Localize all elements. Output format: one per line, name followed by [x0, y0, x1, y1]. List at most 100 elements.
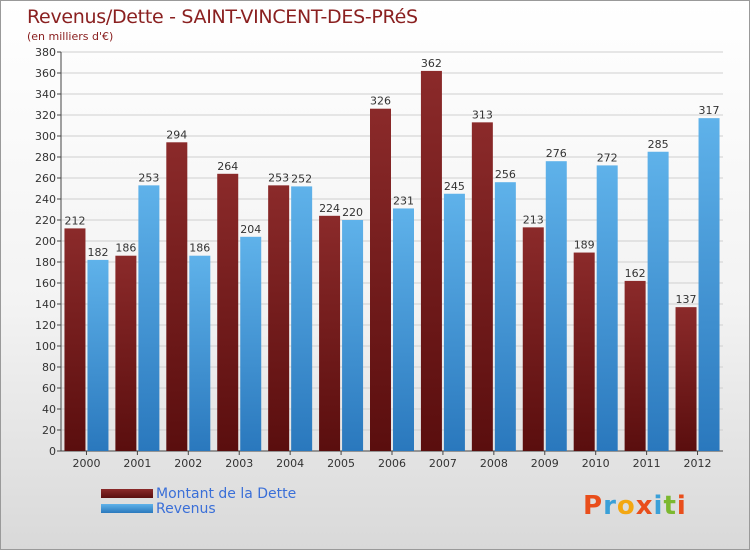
revenue-bar — [342, 220, 364, 451]
revenue-bar — [87, 259, 109, 451]
y-tick-label: 160 — [35, 277, 56, 290]
revenue-bar — [138, 185, 160, 451]
logo-letter: o — [616, 491, 636, 521]
debt-bar-value-label: 264 — [217, 160, 238, 173]
revenue-bar-value-label: 253 — [138, 171, 159, 184]
debt-bar-value-label: 362 — [421, 57, 442, 70]
revenue-bar — [240, 236, 262, 451]
y-tick-label: 240 — [35, 193, 56, 206]
revenue-bar-value-label: 317 — [699, 104, 720, 117]
legend-debt-label: Montant de la Dette — [156, 486, 297, 502]
revenue-bar — [494, 182, 516, 451]
revenue-bar-value-label: 272 — [597, 151, 618, 164]
x-tick-label: 2010 — [582, 457, 610, 470]
logo-letter: t — [663, 491, 677, 521]
revenue-bar — [189, 255, 211, 451]
chart-title: Revenus/Dette - SAINT-VINCENT-DES-PRéS — [27, 6, 418, 28]
y-tick-label: 300 — [35, 130, 56, 143]
debt-bar — [217, 173, 239, 452]
revenue-bar-value-label: 252 — [291, 172, 312, 185]
debt-bar-value-label: 213 — [523, 213, 544, 226]
debt-bar — [166, 142, 188, 452]
revenue-bar — [698, 118, 720, 452]
x-tick-label: 2003 — [225, 457, 253, 470]
x-tick-label: 2005 — [327, 457, 355, 470]
debt-bar — [522, 227, 544, 451]
debt-bar — [370, 108, 391, 451]
debt-bar-value-label: 137 — [676, 293, 697, 306]
debt-bar-value-label: 212 — [64, 214, 85, 227]
y-tick-label: 100 — [35, 340, 56, 353]
debt-bar-value-label: 186 — [115, 242, 136, 255]
x-tick-label: 2012 — [684, 457, 712, 470]
revenue-bar — [596, 165, 618, 451]
debt-bar — [624, 280, 646, 451]
debt-bar — [115, 255, 137, 451]
debt-bar-value-label: 224 — [319, 202, 340, 215]
debt-bar — [471, 122, 493, 451]
y-tick-label: 320 — [35, 109, 56, 122]
x-tick-label: 2000 — [72, 457, 100, 470]
legend-debt-swatch — [101, 489, 153, 498]
debt-bar-value-label: 294 — [166, 128, 187, 141]
revenue-bar-value-label: 256 — [495, 168, 516, 181]
debt-bar-value-label: 326 — [370, 95, 391, 108]
x-tick-label: 2002 — [174, 457, 202, 470]
y-tick-label: 20 — [42, 424, 56, 437]
logo-letter: i — [676, 491, 687, 521]
revenue-bar-value-label: 285 — [648, 138, 669, 151]
revenue-bar — [647, 151, 669, 451]
debt-bar-value-label: 189 — [574, 239, 595, 252]
y-tick-label: 220 — [35, 214, 56, 227]
y-tick-label: 40 — [42, 403, 56, 416]
proxiti-logo: Proxiti — [583, 491, 687, 521]
y-tick-label: 120 — [35, 319, 56, 332]
y-tick-label: 60 — [42, 382, 56, 395]
y-tick-label: 140 — [35, 298, 56, 311]
revenue-bar-value-label: 245 — [444, 180, 465, 193]
x-tick-label: 2006 — [378, 457, 406, 470]
debt-bar — [573, 252, 595, 451]
revenue-bar-value-label: 276 — [546, 147, 567, 160]
revenue-bar — [545, 161, 567, 451]
debt-bar — [268, 185, 290, 451]
debt-bar — [675, 307, 697, 451]
revenue-bar — [291, 186, 313, 451]
revenue-bar — [443, 193, 465, 451]
x-tick-label: 2011 — [633, 457, 661, 470]
debt-bar — [319, 215, 341, 451]
y-tick-label: 180 — [35, 256, 56, 269]
revenue-bar-value-label: 204 — [240, 223, 261, 236]
debt-bar — [64, 228, 86, 451]
legend-revenue-swatch — [101, 504, 153, 513]
legend-revenue-label: Revenus — [156, 501, 216, 517]
revenue-bar — [393, 208, 414, 451]
y-tick-label: 340 — [35, 88, 56, 101]
y-tick-label: 200 — [35, 235, 56, 248]
y-tick-label: 0 — [49, 445, 56, 458]
revenue-bar-value-label: 220 — [342, 206, 363, 219]
revenue-bar-value-label: 231 — [393, 194, 414, 207]
logo-letter: P — [583, 491, 604, 521]
debt-bar-value-label: 162 — [625, 267, 646, 280]
debt-bar-value-label: 253 — [268, 171, 289, 184]
debt-bar-value-label: 313 — [472, 108, 493, 121]
chart-subtitle: (en milliers d'€) — [27, 30, 114, 43]
y-tick-label: 260 — [35, 172, 56, 185]
y-tick-label: 80 — [42, 361, 56, 374]
x-tick-label: 2007 — [429, 457, 457, 470]
y-tick-label: 380 — [35, 46, 56, 59]
y-tick-label: 360 — [35, 67, 56, 80]
x-tick-label: 2008 — [480, 457, 508, 470]
revenue-bar-value-label: 186 — [189, 242, 210, 255]
x-tick-label: 2001 — [123, 457, 151, 470]
logo-letter: x — [635, 491, 654, 521]
logo-letter: i — [653, 491, 664, 521]
x-tick-label: 2004 — [276, 457, 304, 470]
debt-bar — [420, 70, 442, 452]
revenue-bar-value-label: 182 — [87, 246, 108, 259]
y-tick-label: 280 — [35, 151, 56, 164]
logo-letter: r — [603, 491, 617, 521]
x-tick-label: 2009 — [531, 457, 559, 470]
